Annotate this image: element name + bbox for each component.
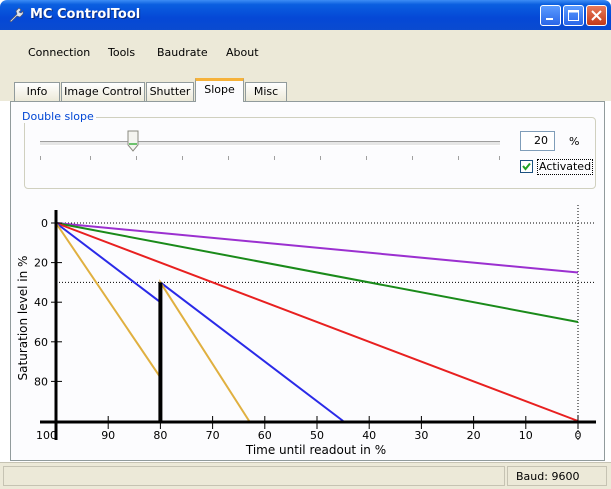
x-tick-label: 40 [362,429,376,442]
y-tick-label: 80 [34,375,48,388]
tab-info[interactable]: Info [14,82,60,101]
group-label: Double slope [20,110,96,123]
series-line [55,222,579,274]
slider-tick [90,156,91,160]
maximize-icon [568,10,579,21]
series-line [55,222,579,323]
y-tick-label: 20 [34,257,48,270]
slider-tick [228,156,229,160]
status-cell-main [3,466,505,486]
slider-tick [40,156,41,160]
tab-misc[interactable]: Misc [245,82,287,101]
x-tick-label: 10 [519,429,533,442]
slider-tick [320,156,321,160]
maximize-button[interactable] [563,5,584,26]
menu-tools[interactable]: Tools [108,46,136,59]
series-line [55,222,250,422]
x-tick-label: 20 [467,429,481,442]
percent-label: % [569,135,580,148]
checkmark-icon [522,162,531,171]
series-line [55,222,344,422]
close-button[interactable] [586,5,607,26]
series-line [55,222,579,422]
slider-tick [136,156,137,160]
slider-tick [499,156,500,160]
baud-status: Baud: 9600 [516,470,580,483]
menu-about[interactable]: About [226,46,259,59]
tab-image-control[interactable]: Image Control [61,82,145,101]
slope-value-input[interactable]: 20 [520,131,555,151]
slider-tick [274,156,275,160]
slider-tick [412,156,413,160]
slider-tick [366,156,367,160]
title-bar[interactable]: MC ControlTool [0,0,611,30]
x-tick-label: 60 [258,429,272,442]
slope-panel [10,101,605,461]
y-tick-label: 0 [41,217,48,230]
x-tick-label: 30 [414,429,428,442]
y-tick-label: 40 [34,296,48,309]
activated-checkbox[interactable] [520,160,533,173]
slider-thumb[interactable] [127,130,139,155]
tab-slope[interactable]: Slope [195,78,244,102]
menu-connection[interactable]: Connection [28,46,91,59]
double-slope-group [24,117,596,189]
y-axis-label: Saturation level in % [16,256,30,381]
x-tick-label: 70 [206,429,220,442]
x-axis-label: Time until readout in % [245,443,386,457]
slope-slider-track[interactable] [40,141,500,146]
slider-tick [182,156,183,160]
minimize-button[interactable] [540,5,561,26]
y-tick-label: 60 [34,336,48,349]
x-tick-label: 100 [36,429,57,442]
x-tick-label: 50 [310,429,324,442]
menu-baudrate[interactable]: Baudrate [157,46,208,59]
x-tick-label: 0 [575,429,582,442]
tab-shutter[interactable]: Shutter [146,82,194,101]
activated-label: Activated [537,159,594,175]
status-cell-baud [507,466,607,486]
window-title: MC ControlTool [30,7,141,22]
minimize-icon [546,18,553,20]
close-icon [591,10,602,21]
app-tool-icon [8,7,24,23]
x-tick-label: 80 [153,429,167,442]
menu-bar [0,30,611,63]
slider-tick [458,156,459,160]
x-tick-label: 90 [101,429,115,442]
